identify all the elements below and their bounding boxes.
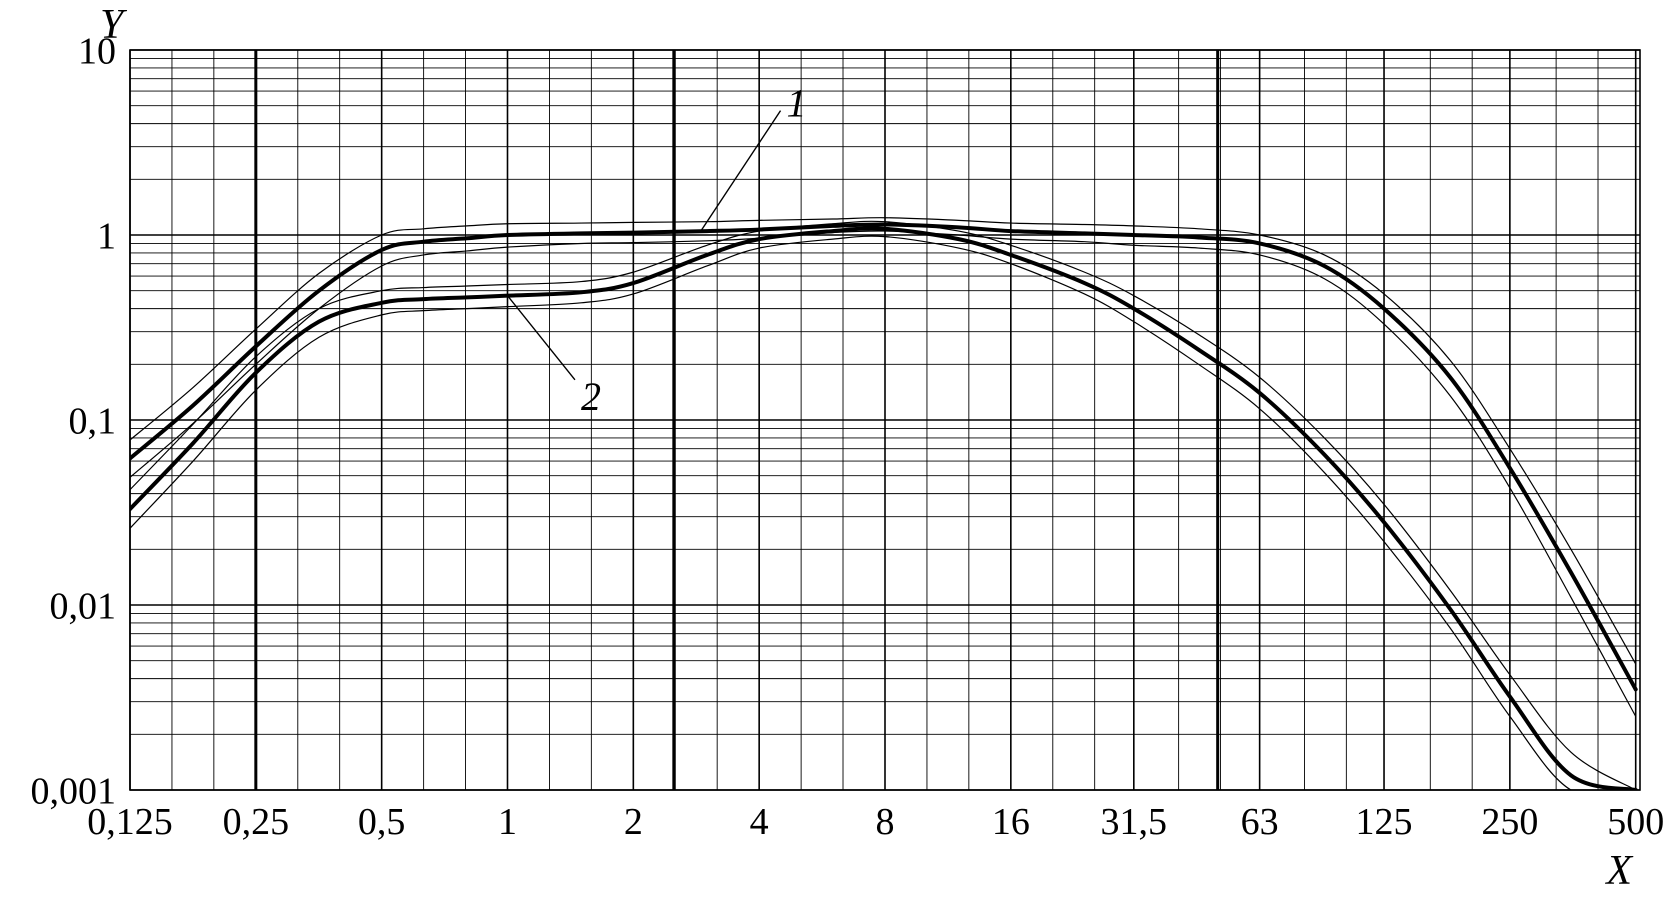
x-tick-label: 125 [1356, 801, 1413, 843]
series-group [130, 218, 1636, 796]
x-tick-label: 16 [992, 801, 1030, 843]
y-tick-label: 0,001 [31, 770, 117, 812]
y-tick-label: 1 [97, 215, 116, 257]
x-tick-label: 500 [1607, 801, 1664, 843]
x-axis-title: X [1604, 848, 1634, 894]
series-curve2-main [130, 228, 1636, 790]
series-curve1-upper [130, 218, 1636, 664]
x-tick-label: 0,5 [358, 801, 406, 843]
series-curve1-main [130, 224, 1636, 689]
x-tick-label: 1 [498, 801, 517, 843]
y-tick-label: 0,1 [69, 400, 117, 442]
series-label-1: 1 [787, 81, 807, 126]
x-tick-label: 31,5 [1101, 801, 1168, 843]
x-tick-label: 2 [624, 801, 643, 843]
series-curve2-lower [130, 236, 1636, 795]
x-tick-label: 8 [876, 801, 895, 843]
chart-svg: 120,1250,250,512481631,5631252505000,001… [0, 0, 1677, 910]
leader-1 [701, 111, 781, 231]
grid [130, 50, 1640, 790]
x-tick-label: 0,25 [223, 801, 290, 843]
y-tick-label: 0,01 [50, 585, 117, 627]
series-label-2: 2 [581, 374, 601, 419]
y-axis-title: Y [100, 2, 128, 48]
x-tick-label: 250 [1481, 801, 1538, 843]
x-tick-label: 63 [1241, 801, 1279, 843]
x-tick-label: 4 [750, 801, 769, 843]
chart: 120,1250,250,512481631,5631252505000,001… [0, 0, 1677, 910]
series-curve1-lower [130, 231, 1636, 716]
